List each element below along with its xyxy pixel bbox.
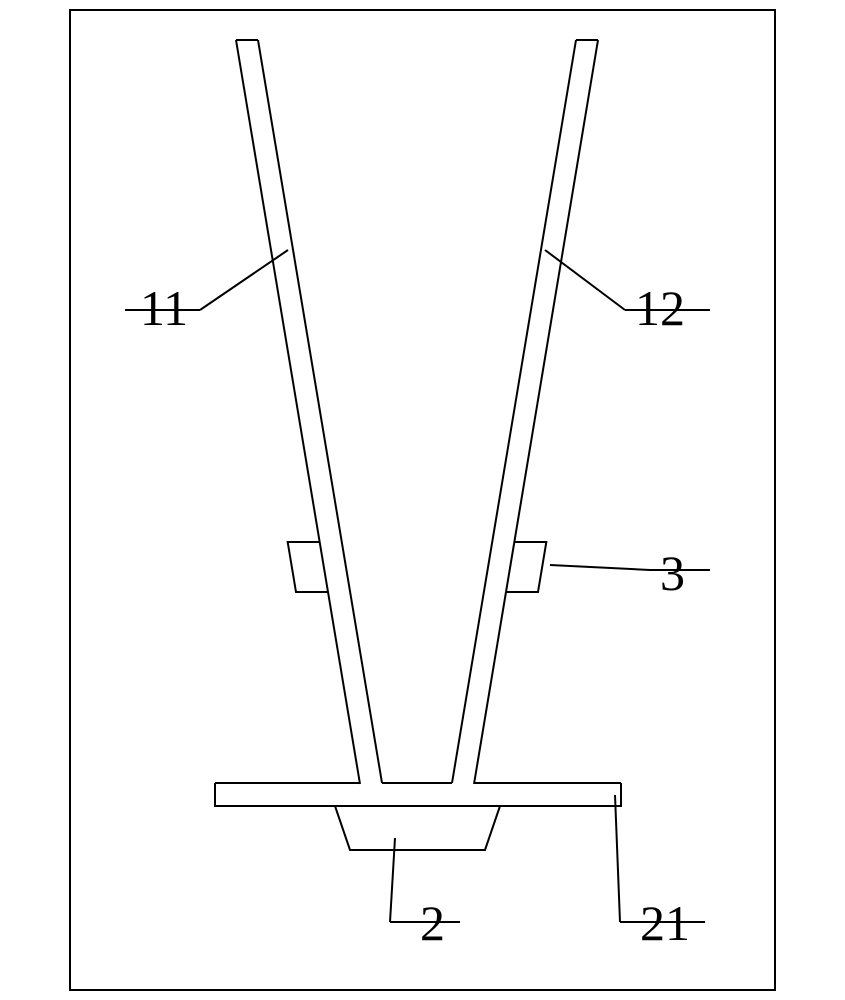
label-11: 11 (140, 280, 188, 336)
right-block (506, 542, 546, 592)
label-12: 12 (635, 280, 685, 336)
label-21: 21 (640, 895, 690, 951)
label-3: 3 (660, 545, 685, 601)
base-plate (215, 783, 621, 850)
left-arm (236, 40, 382, 784)
right-arm (452, 40, 598, 784)
left-block (288, 542, 328, 592)
leader-21 (615, 795, 620, 922)
leader-3 (550, 565, 650, 570)
diagram-canvas: 11 12 3 2 21 (0, 0, 845, 1000)
leader-11 (200, 250, 288, 310)
label-2: 2 (420, 895, 445, 951)
leader-lines (125, 250, 710, 922)
frame-border (70, 10, 775, 990)
